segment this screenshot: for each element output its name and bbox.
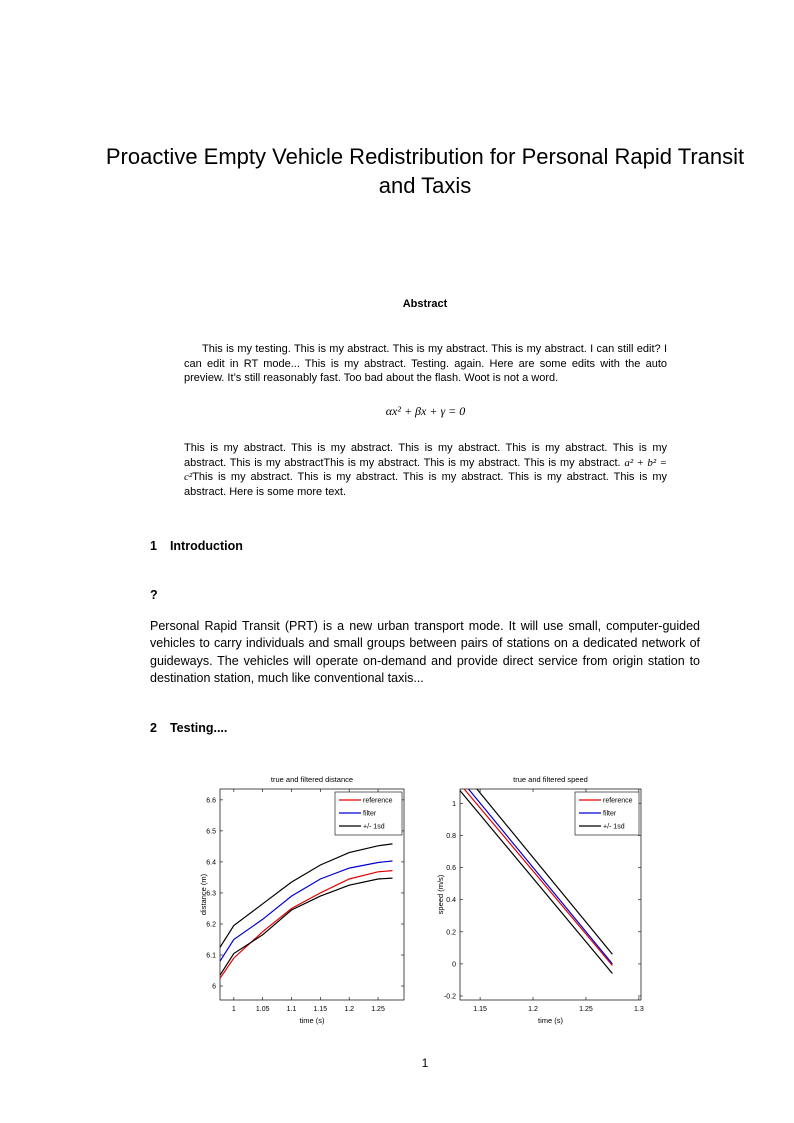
- y-tick-label: 0: [452, 961, 456, 968]
- y-tick-label: 0.2: [446, 929, 456, 936]
- abstract-text: This is my abstract. This is my abstract…: [184, 471, 667, 498]
- x-tick-label: 1.15: [473, 1006, 487, 1013]
- series-line-filter: [468, 788, 613, 965]
- series-line--1sd: [219, 843, 393, 948]
- x-axis-label: time (s): [300, 1016, 326, 1025]
- display-equation: αx² + βx + γ = 0: [385, 404, 466, 418]
- legend-label: +/- 1sd: [603, 824, 625, 831]
- series-line-lower-1sd: [219, 877, 393, 976]
- x-tick-label: 1: [232, 1006, 236, 1013]
- x-tick-label: 1.2: [344, 1006, 354, 1013]
- chart-speed: true and filtered speed time (s) speed (m/…: [436, 775, 644, 1025]
- section-heading-testing: 2 Testing....: [150, 721, 227, 735]
- y-tick-label: 6.4: [206, 859, 216, 866]
- section-heading-introduction: 1 Introduction: [150, 539, 243, 553]
- x-tick-label: 1.15: [314, 1006, 328, 1013]
- section-number: 2: [150, 721, 157, 735]
- x-tick-label: 1.05: [256, 1006, 270, 1013]
- series-line-reference: [219, 870, 393, 979]
- x-tick-label: 1.2: [528, 1006, 538, 1013]
- y-tick-label: 6: [212, 984, 216, 991]
- abstract-paragraph-1: This is my testing. This is my abstract.…: [184, 343, 667, 385]
- series-line-filter: [219, 860, 393, 962]
- chart-title: true and filtered distance: [271, 775, 353, 784]
- subsection-heading: ?: [150, 588, 158, 602]
- section-title: Testing....: [169, 721, 228, 735]
- y-axis-label: distance (m): [199, 873, 208, 915]
- y-tick-label: 0.6: [446, 865, 456, 872]
- y-tick-label: 6.5: [206, 828, 216, 835]
- y-tick-label: 1: [452, 801, 456, 808]
- section-number: 1: [150, 539, 157, 553]
- y-tick-label: 6.2: [206, 921, 216, 928]
- abstract-heading: Abstract: [402, 298, 448, 310]
- legend-label: reference: [363, 798, 393, 805]
- section-title: Introduction: [169, 539, 243, 553]
- y-tick-label: -0.2: [444, 993, 456, 1000]
- series-line-lower-1sd: [459, 790, 613, 974]
- legend-label: reference: [603, 798, 633, 805]
- x-axis-label: time (s): [538, 1016, 564, 1025]
- intro-paragraph: Personal Rapid Transit (PRT) is a new ur…: [150, 619, 700, 686]
- chart-title: true and filtered speed: [513, 775, 588, 784]
- x-tick-label: 1.25: [579, 1006, 593, 1013]
- legend-label: +/- 1sd: [363, 824, 385, 831]
- y-tick-label: 6.1: [206, 953, 216, 960]
- y-axis-label: speed (m/s): [436, 874, 445, 914]
- x-tick-label: 1.1: [287, 1006, 297, 1013]
- abstract-paragraph-2: This is my abstract. This is my abstract…: [184, 441, 667, 499]
- paper-title: Proactive Empty Vehicle Redistribution f…: [105, 144, 745, 198]
- y-tick-label: 6.6: [206, 797, 216, 804]
- y-tick-label: 0.4: [446, 897, 456, 904]
- chart-distance: true and filtered distance time (s) distan…: [199, 775, 405, 1025]
- series-line-reference: [463, 788, 613, 966]
- y-tick-label: 0.8: [446, 833, 456, 840]
- y-tick-label: 6.3: [206, 890, 216, 897]
- series-line--1sd: [476, 788, 613, 955]
- legend-label: filter: [603, 811, 617, 818]
- inline-equation: a² + b² = c²: [184, 456, 667, 484]
- abstract-text: This is my abstract. This is my abstract…: [184, 442, 667, 469]
- x-tick-label: 1.3: [634, 1006, 644, 1013]
- legend-label: filter: [363, 811, 377, 818]
- page-number: 1: [421, 1056, 429, 1070]
- x-tick-label: 1.25: [371, 1006, 385, 1013]
